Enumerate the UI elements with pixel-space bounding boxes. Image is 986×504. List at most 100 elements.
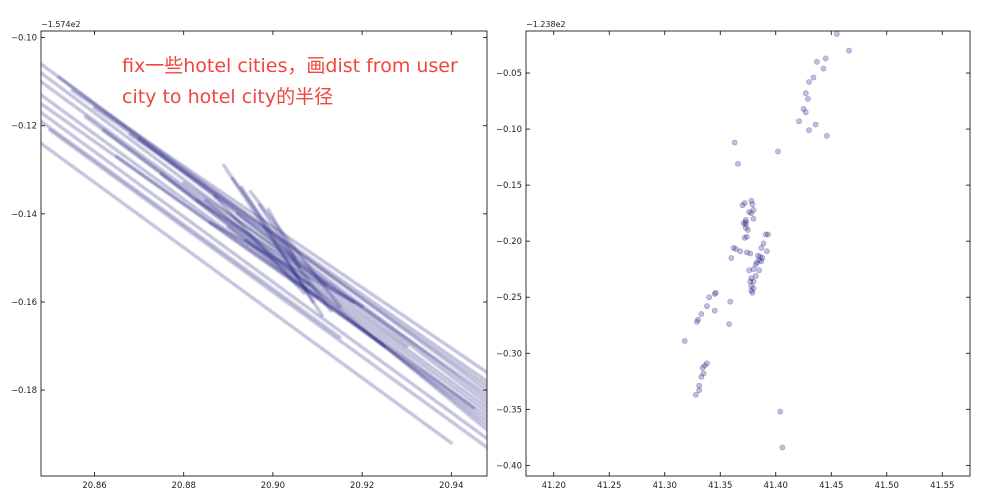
right-y-offset-label: −1.238e2 [526,20,566,29]
line-segment [41,102,386,347]
scatter-point [749,201,756,208]
line-segment [41,92,487,424]
line-segment [231,177,332,312]
scatter-point [750,266,757,273]
line-segment [195,199,355,304]
y-tick-label: −0.12 [11,122,37,132]
scatter-point [701,362,708,369]
scatter-point [696,382,703,389]
scatter-point [748,283,755,289]
scatter-point [739,202,746,209]
scatter-point [711,290,718,297]
line-segment [41,80,487,410]
line-segment [266,207,297,260]
line-segment [231,177,333,313]
scatter-point [820,65,827,72]
line-segment [203,198,487,433]
line-segment [205,199,487,431]
x-tick-label: 20.92 [350,481,374,491]
line-segment [41,141,454,446]
line-segment [92,105,487,384]
scatter-point [756,267,762,274]
scatter-point [749,289,756,296]
scatter-point [750,285,757,292]
scatter-point [806,127,812,134]
scatter-point [737,248,744,255]
scatter-point [750,215,757,222]
line-segment [41,101,387,349]
scatter-point [802,90,809,97]
right-axes-frame [525,30,971,477]
line-segment [208,221,364,308]
line-segment [243,237,311,287]
scatter-point [699,364,706,371]
line-segment [71,89,487,374]
scatter-point [750,278,757,285]
scatter-point [779,444,786,451]
scatter-point [833,30,840,37]
line-segment [41,102,386,348]
line-segment [84,116,475,409]
line-segment [230,176,334,314]
line-segment [240,186,314,303]
line-segment [257,202,302,270]
y-tick-label: −0.20 [496,237,522,247]
line-segment [102,129,487,413]
left-axes-frame [40,30,488,477]
scatter-point [775,148,781,155]
left-chart-panel: 20.86 20.88 20.90 20.92 20.94 −0.10 −0.12 −0.14… [11,20,488,491]
x-tick-label: 41.50 [875,481,899,491]
scatter-point [796,118,802,125]
line-segment [249,190,342,308]
scatter-point [802,109,809,116]
right-chart-panel: 41.20 41.25 41.30 41.35 41.40 41.45 41.50 41.55… [496,20,971,491]
scatter-point [742,216,749,223]
line-segment [41,120,341,339]
line-segment [137,137,487,405]
scatter-point [823,132,830,139]
scatter-point [757,253,764,260]
scatter-point [745,227,751,233]
line-segment [236,213,328,286]
left-y-offset-label: −1.574e2 [41,20,81,29]
scatter-point [756,257,762,264]
scatter-point [759,255,766,261]
line-segment [41,61,487,393]
line-segment [127,132,487,388]
y-tick-label: −0.40 [496,461,522,471]
line-segment [249,191,341,308]
scatter-point [747,250,754,257]
scatter-point [805,95,811,102]
line-segment [41,142,453,444]
scatter-point [752,273,759,279]
scatter-point [748,197,755,204]
y-tick-label: −0.14 [11,210,37,220]
line-segment [227,226,319,299]
scatter-point [743,249,750,256]
scatter-point [812,121,819,128]
right-scatter-marks [681,30,852,451]
line-segment [47,127,487,450]
line-segment [41,141,453,445]
x-tick-label: 41.40 [764,481,788,491]
line-segment [69,88,487,375]
line-segment [116,155,487,418]
annotation-line-1: fix一些hotel cities，画dist from user [122,55,458,77]
y-tick-label: −0.35 [496,405,522,415]
line-segment [41,80,487,409]
scatter-point [681,338,688,344]
scatter-point [742,224,749,231]
y-tick-label: −0.18 [11,386,37,396]
line-segment [56,74,487,402]
right-tick-group: 41.20 41.25 41.30 41.35 41.40 41.45 41.50 41.55… [496,31,970,491]
line-segment [244,238,311,286]
scatter-point [700,370,707,377]
line-segment [160,173,487,427]
line-segment [41,93,487,423]
line-segment [101,128,487,414]
line-segment [58,76,487,400]
line-segment [257,203,302,269]
scatter-point [746,267,753,274]
y-tick-label: −0.15 [496,181,522,191]
